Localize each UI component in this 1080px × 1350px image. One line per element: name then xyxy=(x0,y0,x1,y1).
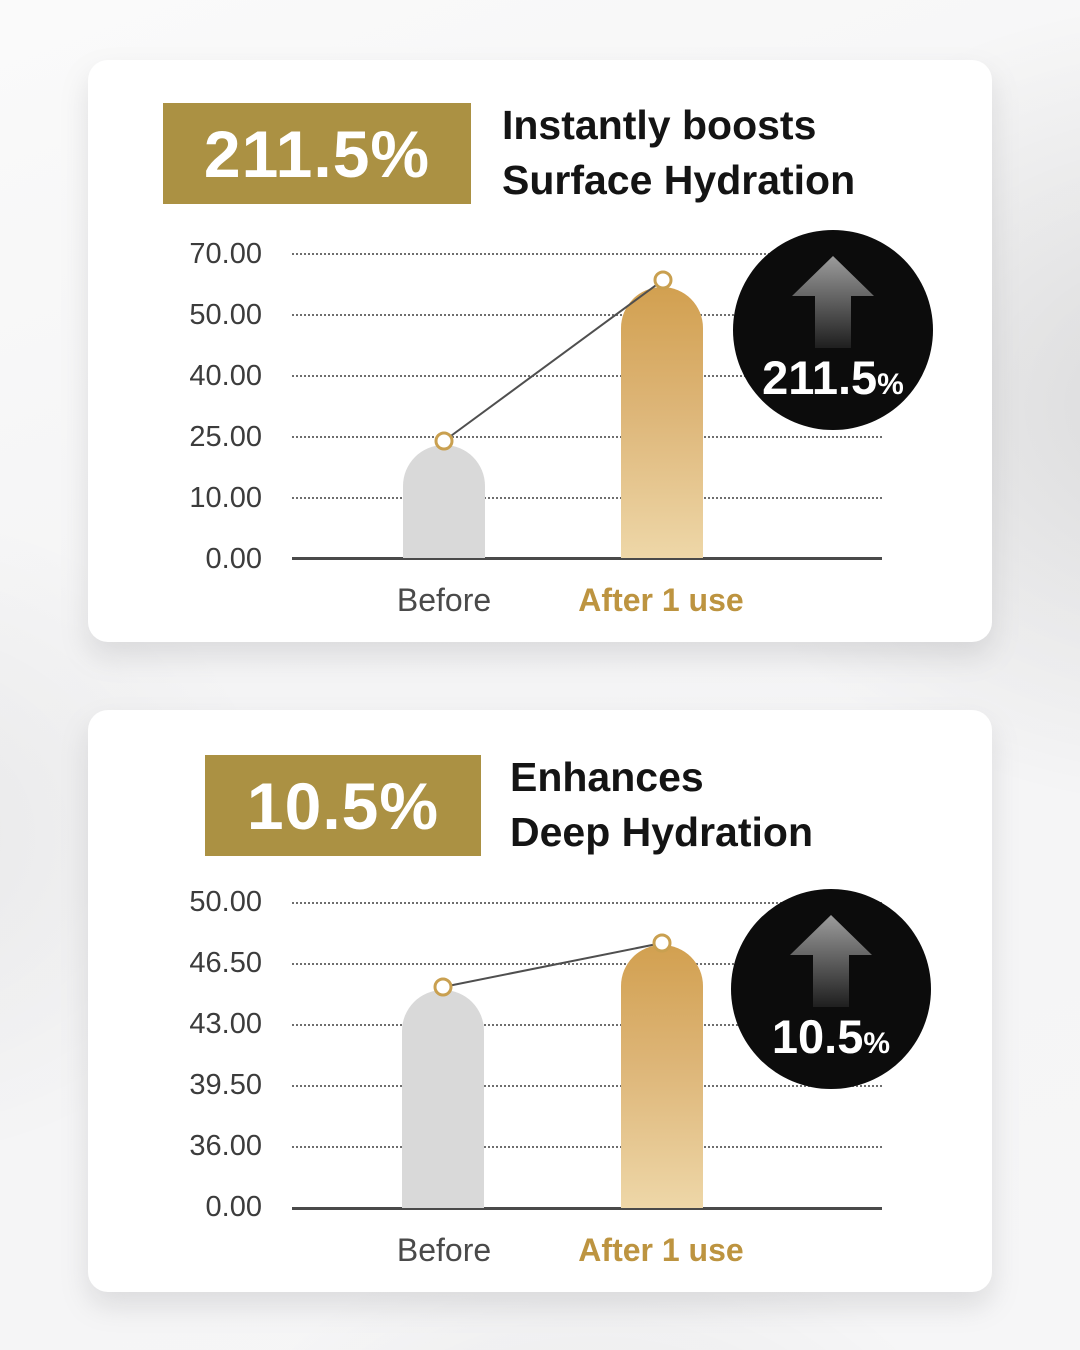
x-label-before: Before xyxy=(396,582,492,618)
card-title: Instantly boosts Surface Hydration xyxy=(502,98,855,208)
card-title-line1: Enhances xyxy=(510,754,704,800)
y-tick-label: 0.00 xyxy=(205,543,262,575)
y-tick-label: 10.00 xyxy=(189,482,262,514)
bar-after xyxy=(621,945,703,1208)
y-tick-label: 46.50 xyxy=(189,947,262,979)
gridline xyxy=(292,902,882,904)
card-title: Enhances Deep Hydration xyxy=(510,750,813,860)
bar-before xyxy=(402,990,484,1208)
surface-hydration-card: 211.5% Instantly boosts Surface Hydratio… xyxy=(88,60,992,642)
y-tick-label: 70.00 xyxy=(189,238,262,270)
marker-after-icon xyxy=(653,270,673,290)
y-tick-label: 25.00 xyxy=(189,421,262,453)
arrow-up-icon xyxy=(792,252,874,348)
increase-number: 10.5 xyxy=(771,1009,864,1063)
y-tick-label: 39.50 xyxy=(189,1069,262,1101)
card-title-line2: Deep Hydration xyxy=(510,809,813,855)
arrow-up-icon xyxy=(790,911,872,1007)
gridline xyxy=(292,253,882,255)
stat-badge-value: 10.5% xyxy=(246,768,440,843)
bar-after xyxy=(621,287,703,558)
x-label-before: Before xyxy=(396,1232,492,1268)
gridline xyxy=(292,1146,882,1148)
stat-badge: 211.5% xyxy=(163,103,471,204)
gridline xyxy=(292,1085,882,1087)
card-title-line2: Surface Hydration xyxy=(502,157,856,203)
x-axis-line xyxy=(292,1207,882,1210)
increase-number: 211.5 xyxy=(762,350,878,404)
y-tick-label: 0.00 xyxy=(205,1191,262,1223)
increase-bubble: 211.5% xyxy=(733,230,933,430)
y-tick-label: 50.00 xyxy=(189,886,262,918)
y-tick-label: 40.00 xyxy=(189,360,262,392)
x-axis-line xyxy=(292,557,882,560)
x-label-after: After 1 use xyxy=(578,1232,744,1268)
y-tick-label: 36.00 xyxy=(189,1130,262,1162)
stat-badge: 10.5% xyxy=(205,755,481,856)
gridline xyxy=(292,497,882,499)
y-tick-label: 50.00 xyxy=(189,299,262,331)
y-tick-label: 43.00 xyxy=(189,1008,262,1040)
percent-sign: % xyxy=(877,367,904,401)
deep-hydration-card: 10.5% Enhances Deep Hydration 50.00 46.5… xyxy=(88,710,992,1292)
gridline xyxy=(292,1024,882,1026)
percent-sign: % xyxy=(863,1026,891,1060)
increase-value: 10.5% xyxy=(771,1009,891,1068)
card-title-line1: Instantly boosts xyxy=(502,102,817,148)
increase-bubble: 10.5% xyxy=(731,889,931,1089)
stat-badge-value: 211.5% xyxy=(203,116,431,191)
gridline xyxy=(292,436,882,438)
x-label-after: After 1 use xyxy=(578,582,744,618)
bar-before xyxy=(403,445,485,558)
increase-value: 211.5% xyxy=(762,350,904,409)
